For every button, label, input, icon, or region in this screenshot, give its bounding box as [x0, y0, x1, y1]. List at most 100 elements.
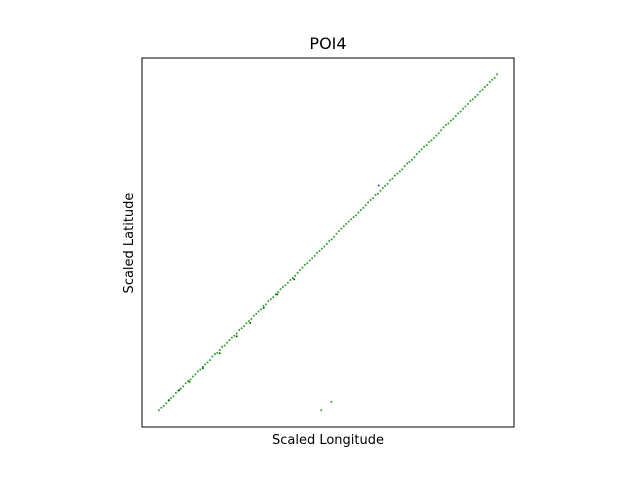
- data-point: [406, 162, 409, 165]
- data-point: [415, 153, 418, 156]
- data-point: [376, 192, 379, 195]
- data-point: [213, 353, 216, 356]
- x-axis-label: Scaled Longitude: [272, 433, 384, 448]
- data-point: [337, 230, 340, 233]
- data-point: [452, 117, 455, 120]
- data-point: [340, 227, 343, 230]
- data-point: [245, 322, 248, 325]
- data-point: [240, 327, 243, 330]
- data-point: [466, 103, 469, 106]
- data-point: [425, 144, 428, 147]
- data-point: [377, 184, 380, 187]
- plot-marks: [157, 73, 499, 412]
- data-point: [379, 189, 382, 192]
- data-point: [182, 385, 185, 388]
- data-point: [423, 145, 426, 148]
- data-point: [293, 278, 296, 281]
- data-point: [474, 95, 477, 98]
- data-point: [372, 197, 375, 200]
- data-point: [179, 387, 182, 390]
- data-point: [418, 150, 421, 153]
- data-point: [496, 73, 499, 76]
- data-point: [199, 368, 202, 371]
- data-point: [269, 298, 272, 301]
- data-point: [313, 254, 316, 257]
- data-point: [170, 397, 173, 400]
- data-point: [274, 293, 277, 296]
- data-point: [178, 389, 181, 392]
- data-point: [367, 201, 370, 204]
- data-point: [250, 317, 253, 320]
- data-point: [469, 99, 472, 102]
- data-point: [308, 259, 311, 262]
- data-point: [335, 232, 338, 235]
- data-point: [391, 177, 394, 180]
- data-point: [168, 399, 171, 402]
- data-point: [303, 263, 306, 266]
- data-point: [306, 262, 309, 265]
- data-point: [432, 137, 435, 140]
- data-point: [445, 123, 447, 126]
- data-point: [347, 220, 350, 223]
- data-point: [350, 218, 353, 221]
- data-point: [345, 222, 348, 225]
- data-point: [243, 325, 246, 328]
- data-point: [342, 225, 345, 228]
- data-point: [493, 76, 496, 79]
- data-point: [459, 110, 462, 113]
- data-point: [249, 322, 252, 325]
- data-point: [374, 193, 377, 196]
- data-point: [201, 367, 204, 370]
- data-point: [221, 345, 224, 348]
- data-point: [440, 129, 443, 132]
- data-point: [410, 158, 413, 161]
- data-point: [435, 134, 438, 137]
- data-point: [430, 139, 433, 142]
- data-point: [386, 182, 389, 185]
- data-point: [479, 90, 482, 93]
- data-point: [284, 284, 287, 287]
- data-point: [354, 214, 357, 217]
- data-point: [286, 281, 289, 284]
- data-point: [157, 409, 160, 412]
- data-point: [223, 344, 226, 347]
- data-point: [396, 172, 399, 175]
- data-point: [226, 341, 229, 344]
- data-point: [294, 274, 297, 277]
- data-point: [362, 206, 365, 209]
- data-point: [403, 165, 406, 168]
- data-point: [333, 235, 336, 238]
- data-point: [442, 126, 445, 129]
- data-point: [359, 209, 362, 212]
- data-point: [279, 288, 282, 291]
- data-point: [277, 291, 280, 294]
- data-point: [413, 156, 416, 159]
- data-point: [320, 409, 323, 412]
- data-point: [483, 85, 486, 88]
- data-point: [408, 160, 411, 163]
- data-point: [462, 107, 465, 110]
- data-point: [291, 277, 294, 280]
- data-point: [311, 257, 314, 260]
- data-point: [420, 148, 423, 151]
- chart-title: POI4: [309, 34, 346, 53]
- data-point: [328, 239, 331, 242]
- data-point: [218, 348, 221, 351]
- y-axis-label: Scaled Latitude: [122, 193, 137, 294]
- data-point: [389, 179, 392, 182]
- data-point: [196, 370, 199, 373]
- data-point: [454, 115, 457, 118]
- data-point: [381, 187, 384, 190]
- data-point: [364, 204, 367, 207]
- data-point: [289, 278, 292, 281]
- data-point: [204, 363, 207, 366]
- data-point: [481, 88, 484, 91]
- data-point: [447, 122, 450, 125]
- data-point: [488, 81, 491, 84]
- data-point: [401, 168, 404, 171]
- data-point: [276, 293, 279, 296]
- data-point: [267, 300, 270, 303]
- data-point: [165, 402, 168, 405]
